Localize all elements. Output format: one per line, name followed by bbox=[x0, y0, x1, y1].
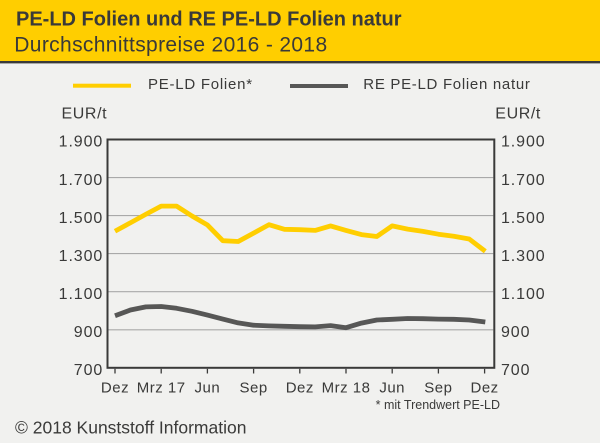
svg-text:1.700: 1.700 bbox=[59, 172, 104, 189]
svg-text:700: 700 bbox=[74, 362, 103, 379]
svg-text:© 2018 Kunststoff Information: © 2018 Kunststoff Information bbox=[15, 418, 246, 438]
svg-text:EUR/t: EUR/t bbox=[62, 106, 108, 123]
svg-text:1.500: 1.500 bbox=[59, 210, 104, 227]
svg-text:700: 700 bbox=[501, 362, 530, 379]
svg-text:Dez: Dez bbox=[471, 379, 499, 396]
svg-text:Sep: Sep bbox=[424, 379, 452, 396]
svg-text:PE-LD Folien und RE PE-LD Foli: PE-LD Folien und RE PE-LD Folien natur bbox=[16, 9, 402, 31]
svg-text:900: 900 bbox=[501, 324, 530, 341]
svg-text:1.100: 1.100 bbox=[501, 286, 546, 303]
svg-text:Dez: Dez bbox=[286, 379, 314, 396]
svg-text:Jun: Jun bbox=[379, 379, 405, 396]
svg-text:PE-LD Folien*: PE-LD Folien* bbox=[148, 76, 253, 93]
svg-text:EUR/t: EUR/t bbox=[495, 106, 541, 123]
svg-text:1.900: 1.900 bbox=[501, 134, 546, 151]
svg-text:RE PE-LD Folien natur: RE PE-LD Folien natur bbox=[363, 76, 530, 93]
svg-text:Mrz 18: Mrz 18 bbox=[322, 379, 371, 396]
svg-text:900: 900 bbox=[74, 324, 103, 341]
svg-text:1.300: 1.300 bbox=[501, 248, 546, 265]
svg-text:1.900: 1.900 bbox=[59, 134, 104, 151]
svg-text:1.100: 1.100 bbox=[59, 286, 104, 303]
svg-text:Mrz 17: Mrz 17 bbox=[137, 379, 186, 396]
svg-text:* mit Trendwert PE-LD: * mit Trendwert PE-LD bbox=[376, 398, 500, 412]
svg-text:1.500: 1.500 bbox=[501, 210, 546, 227]
svg-text:Sep: Sep bbox=[239, 379, 267, 396]
svg-text:Dez: Dez bbox=[101, 379, 129, 396]
svg-text:Jun: Jun bbox=[195, 379, 221, 396]
svg-text:Durchschnittspreise 2016 - 201: Durchschnittspreise 2016 - 2018 bbox=[14, 34, 327, 57]
svg-text:1.700: 1.700 bbox=[501, 172, 546, 189]
svg-text:1.300: 1.300 bbox=[59, 248, 104, 265]
